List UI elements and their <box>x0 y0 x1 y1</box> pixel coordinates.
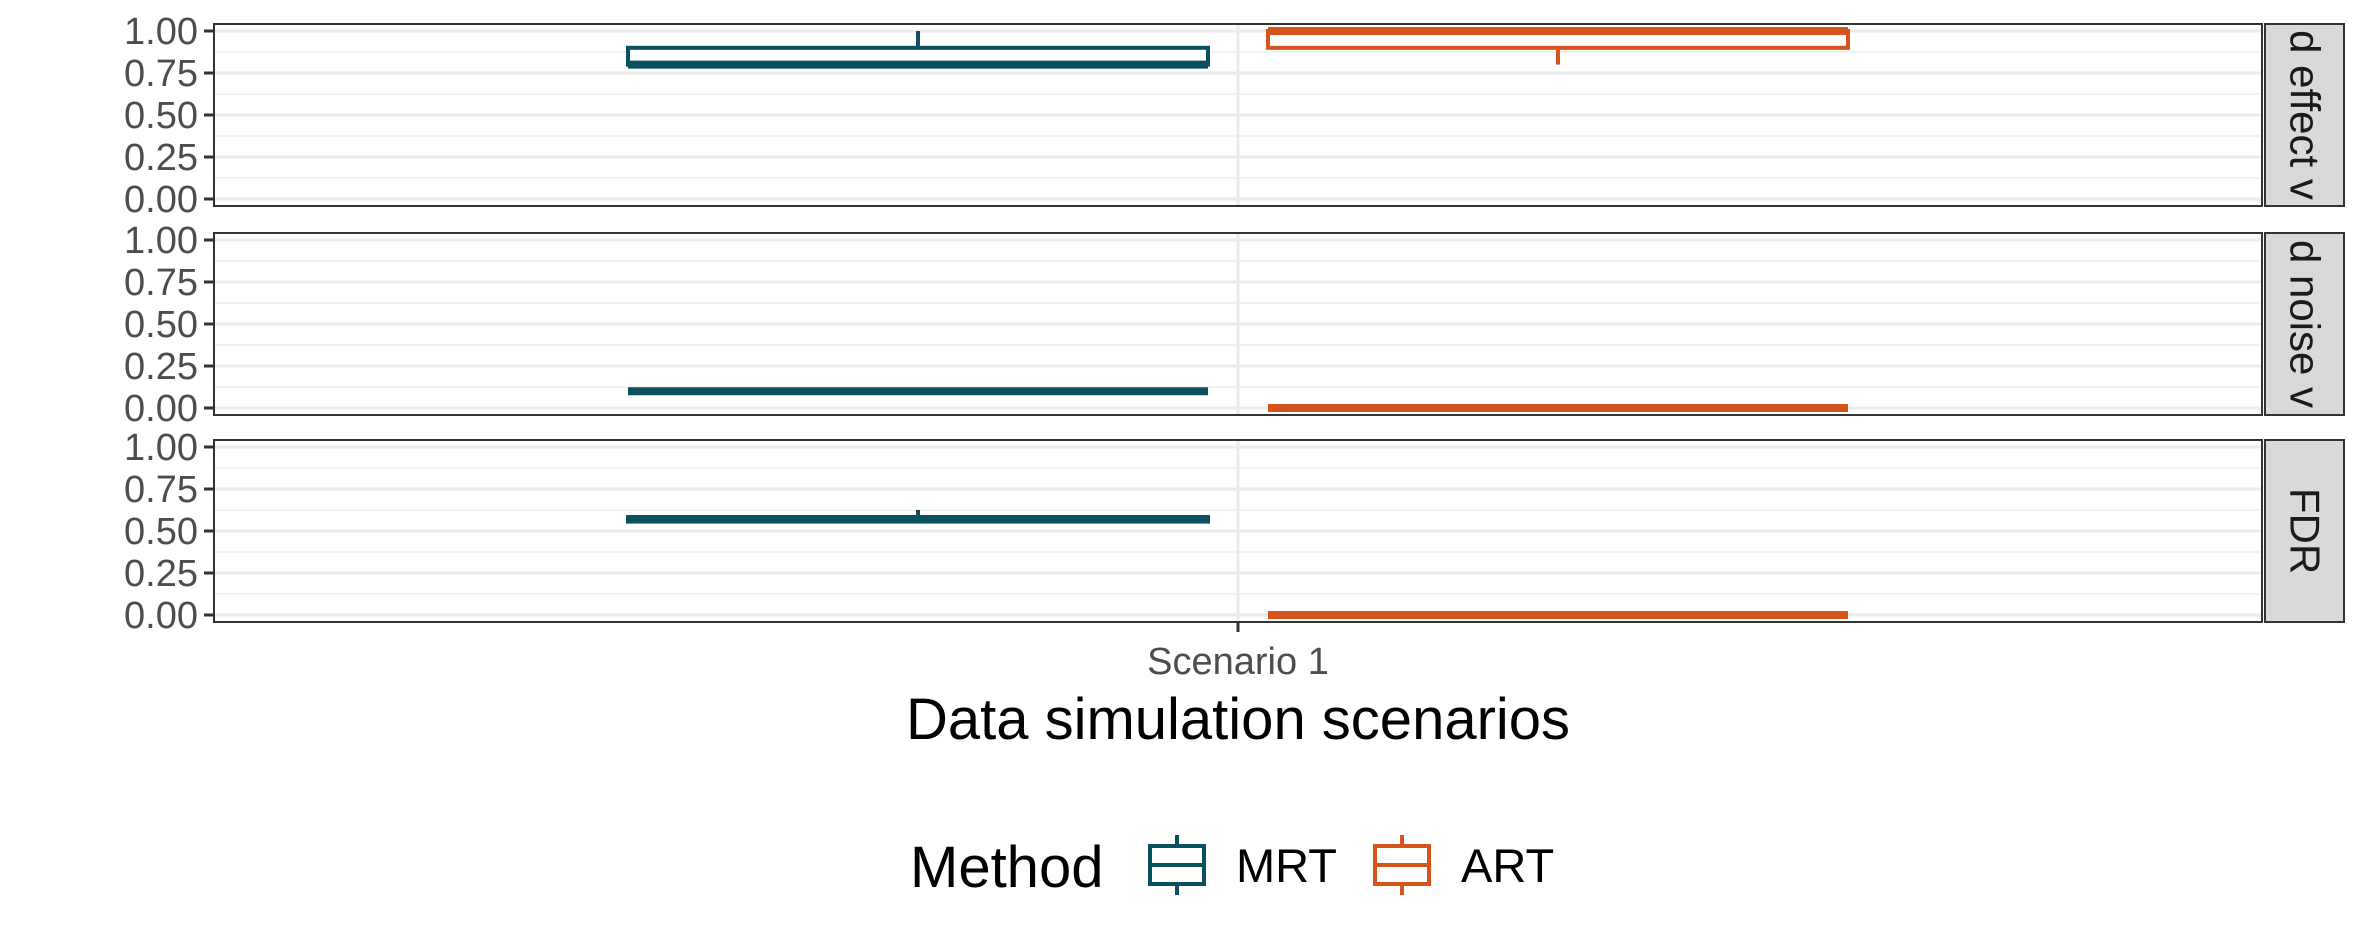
facet-panel: 0.000.250.500.751.00 d effect v <box>124 11 2345 221</box>
panels-layer: 0.000.250.500.751.00 d effect v0.000.250.… <box>124 11 2345 637</box>
box-art <box>1266 27 1850 65</box>
y-tick-label: 0.50 <box>124 304 198 346</box>
y-tick-label: 1.00 <box>124 427 198 469</box>
facet-strip <box>2264 232 2345 416</box>
facet-panel: 0.000.250.500.751.00 d noise v <box>124 220 2345 430</box>
panel-border <box>213 232 2263 416</box>
legend-title: Method <box>910 835 1103 900</box>
facet-strip-label: FDR <box>2282 488 2329 574</box>
legend-key-art <box>1373 835 1431 895</box>
y-tick-label: 0.00 <box>124 595 198 637</box>
box-mrt <box>626 31 1210 69</box>
facet-strip <box>2264 439 2345 623</box>
facet-strip <box>2264 23 2345 207</box>
y-tick-label: 0.25 <box>124 553 198 595</box>
y-tick-label: 0.75 <box>124 53 198 95</box>
y-tick-label: 0.50 <box>124 95 198 137</box>
y-tick-label: 1.00 <box>124 11 198 53</box>
legend-label-mrt: MRT <box>1236 839 1337 892</box>
y-tick-label: 0.25 <box>124 137 198 179</box>
box-mrt <box>626 510 1210 524</box>
x-tick-label: Scenario 1 <box>1147 641 1329 683</box>
y-tick-label: 0.75 <box>124 469 198 511</box>
facet-strip-label: d noise v <box>2282 240 2329 408</box>
y-tick-label: 0.75 <box>124 262 198 304</box>
facet-panel: 0.000.250.500.751.00 FDR <box>124 427 2345 637</box>
facet-strip-label: d effect v <box>2282 30 2329 200</box>
x-axis-title: Data simulation scenarios <box>906 687 1570 752</box>
y-tick-label: 0.00 <box>124 179 198 221</box>
x-axis: Scenario 1 Data simulation scenarios <box>906 622 1570 752</box>
panel-border <box>213 23 2263 207</box>
y-tick-label: 1.00 <box>124 220 198 262</box>
y-tick-label: 0.25 <box>124 346 198 388</box>
legend-label-art: ART <box>1461 839 1554 892</box>
y-tick-label: 0.00 <box>124 388 198 430</box>
legend: Method MRT ART <box>910 835 1554 900</box>
y-tick-label: 0.50 <box>124 511 198 553</box>
legend-key-mrt <box>1148 835 1206 895</box>
